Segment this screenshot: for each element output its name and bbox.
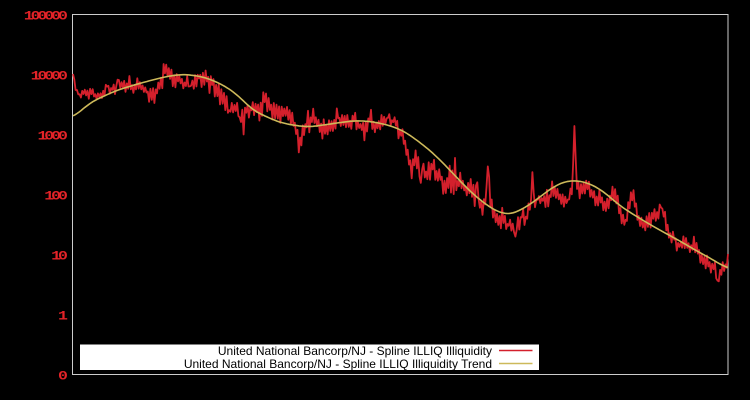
svg-text:10000: 10000 [31, 70, 68, 84]
svg-text:1000: 1000 [37, 130, 68, 144]
svg-text:United National Bancorp/NJ - S: United National Bancorp/NJ - Spline ILLI… [218, 344, 492, 358]
svg-text:100000: 100000 [24, 10, 68, 24]
svg-text:United National Bancorp/NJ - S: United National Bancorp/NJ - Spline ILLI… [184, 357, 492, 371]
svg-text:100: 100 [44, 190, 68, 204]
